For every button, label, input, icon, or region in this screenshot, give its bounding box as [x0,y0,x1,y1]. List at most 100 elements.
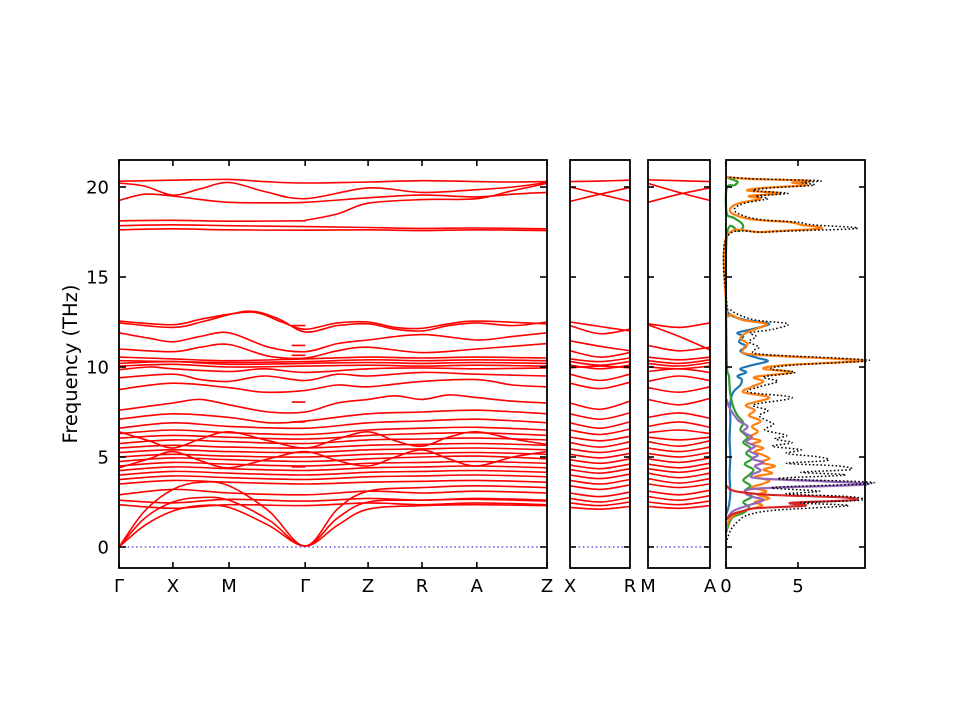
band-curve [118,371,548,383]
band-curve [647,440,711,448]
band-curve [569,324,631,335]
kpoint-label: X [167,576,179,597]
band-curve [647,489,711,496]
band-curve [647,386,711,394]
band-curve [569,473,631,480]
band-curve [647,436,711,441]
band-curve [118,394,548,414]
band-curve [569,360,631,367]
band-curve [569,373,631,382]
band-curve [647,504,711,510]
band-panel-m-a [647,179,711,510]
band-curve [118,481,548,548]
band-curve [118,469,548,476]
dos-tick-label: 5 [792,576,803,597]
pdos-orange-curve [722,176,866,532]
band-curve [118,442,548,449]
band-curve [647,187,711,204]
kpoint-label: X [564,576,576,597]
band-curve [647,182,711,202]
band-curve [118,497,548,504]
band-curve [647,356,711,361]
kpoint-label: A [704,576,717,597]
y-tick-label: 20 [86,178,109,199]
band-curve [118,418,548,430]
band-curve [569,491,631,498]
band-curve [569,428,631,436]
kpoint-label: Γ [114,576,124,597]
kpoint-label: Γ [300,576,310,597]
band-curve [647,472,711,479]
band-curve [118,181,548,200]
band-curve [118,356,548,362]
band-curve [118,191,548,204]
band-curve [118,223,548,230]
band-curve [647,322,711,329]
band-curve [647,421,711,429]
panel-border [118,159,548,569]
band-curve [118,366,548,374]
band-curve [118,426,548,436]
band-curve [647,179,711,183]
y-tick-label: 10 [86,358,109,379]
panel-borders-and-ticks [118,159,866,569]
band-curve [647,494,711,502]
band-curve [118,430,548,449]
band-curve [647,429,711,435]
band-curve [647,344,711,352]
band-curve [647,477,711,484]
band-curve [569,463,631,470]
kpoint-label: R [624,576,637,597]
band-curve [118,502,548,510]
band-curve [118,378,548,394]
band-curve [569,440,631,448]
panel-border [725,159,866,569]
band-curve [569,186,631,203]
band-curve [569,365,631,369]
band-curve [118,474,548,481]
band-curve [569,484,631,491]
y-tick-label: 0 [98,538,109,559]
kpoint-label: R [416,576,429,597]
band-curve [118,363,548,368]
band-curve [647,446,711,453]
band-curve [118,431,548,440]
band-curve [569,458,631,465]
band-curve [569,364,631,370]
band-curve [569,478,631,485]
band-curve [569,435,631,442]
y-axis-title: Frequency (THz) [59,285,82,444]
band-curve [118,331,548,353]
panel-border [647,159,711,569]
band-curve [118,409,548,424]
band-curve [118,437,548,445]
band-curve [569,452,631,459]
band-curve [647,375,711,383]
band-curve [569,350,631,358]
band-curve [647,361,711,367]
band-curve [647,323,711,351]
band-curve [118,358,548,364]
band-curve [118,178,548,184]
band-curve [118,479,548,485]
band-curve [569,357,631,363]
band-curve [569,400,631,411]
kpoint-label: Z [362,576,374,597]
band-curve [569,496,631,503]
band-curve [118,227,548,232]
band-curve [304,182,548,222]
band-curve [118,460,548,467]
band-curve [118,310,548,333]
pdos-purple-curve [725,399,871,521]
band-curve [647,412,711,420]
band-curve [569,381,631,390]
band-curve [647,451,711,458]
band-curve [647,397,711,406]
band-panel-x-r [569,179,631,511]
band-curve [118,311,548,331]
band-curve [569,340,631,352]
band-curve [569,412,631,421]
band-curve [118,451,548,458]
